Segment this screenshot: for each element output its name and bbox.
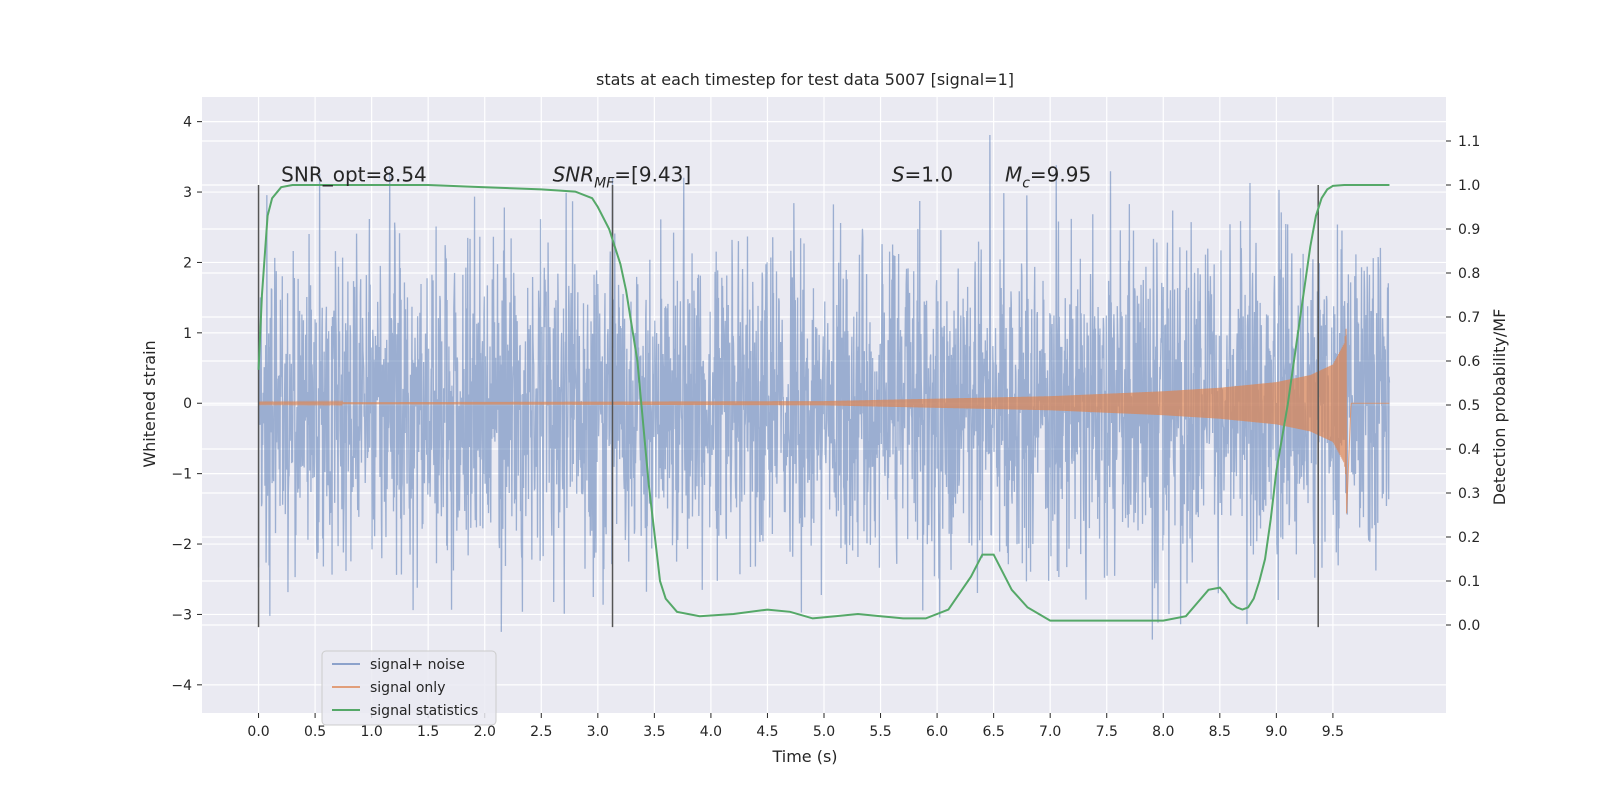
y-tick-label-right: 0.1 (1458, 574, 1480, 590)
y-tick-label-right: 0.2 (1458, 530, 1480, 546)
y-tick-label-right: 0.3 (1458, 486, 1480, 502)
legend: signal+ noise signal only signal statistic… (321, 650, 497, 726)
y-tick-label-left: 4 (183, 115, 192, 131)
stats-line (257, 184, 1390, 622)
vertical-markers (257, 185, 1319, 628)
annotation-main: M (1005, 162, 1022, 186)
x-tick-label: 1.5 (417, 724, 439, 740)
x-tick-label: 7.5 (1096, 724, 1118, 740)
y-tick-label-right: 0.4 (1458, 442, 1480, 458)
x-tick-label: 6.5 (983, 724, 1005, 740)
x-tick-label: 7.0 (1039, 724, 1061, 740)
annotation: S=1.0 (892, 162, 953, 186)
y-tick-label-left: −2 (171, 537, 192, 553)
noise-line (257, 135, 1391, 640)
axis-ticks: 0.0 0.5 1.0 1.5 2.0 2.5 3.0 3.5 4.0 4.5 5.0 5.5 6.0 6… (171, 115, 1480, 740)
y-tick-label-left: 0 (183, 396, 192, 412)
y-tick-label-right: 0.8 (1458, 266, 1480, 282)
x-tick-label: 2.0 (474, 724, 496, 740)
x-tick-label: 0.0 (247, 724, 269, 740)
annotation-suffix: =1.0 (905, 162, 954, 186)
series-signal-only (258, 328, 1390, 514)
y-tick-label-left: −4 (171, 678, 192, 694)
x-tick-label: 9.5 (1322, 724, 1344, 740)
y-tick-label-left: −3 (171, 607, 192, 623)
y-tick-label-right: 0.7 (1458, 310, 1480, 326)
y-tick-label-right: 0.0 (1458, 618, 1480, 634)
y-tick-label-right: 0.9 (1458, 222, 1480, 238)
x-tick-label: 0.5 (304, 724, 326, 740)
annotation: SNRMF=[9.43] (553, 162, 692, 191)
annotation-sub: c (1022, 175, 1030, 191)
x-tick-label: 4.0 (700, 724, 722, 740)
x-tick-label: 3.5 (643, 724, 665, 740)
annotation: Mc=9.95 (1005, 162, 1091, 191)
y-tick-label-right: 0.5 (1458, 398, 1480, 414)
legend-label: signal statistics (370, 703, 478, 719)
annotation-main: SNR (553, 162, 595, 186)
y-tick-label-left: 2 (183, 255, 192, 271)
series-signal-plus-noise (257, 135, 1391, 640)
x-tick-label: 5.5 (869, 724, 891, 740)
chart-title: stats at each timestep for test data 500… (596, 70, 1014, 89)
x-tick-label: 4.5 (756, 724, 778, 740)
annotation-sub: MF (594, 175, 615, 191)
x-axis-label: Time (s) (771, 747, 837, 766)
x-tick-label: 3.0 (587, 724, 609, 740)
y-axis-label-right: Detection probability/MF (1490, 309, 1509, 506)
x-tick-label: 2.5 (530, 724, 552, 740)
y-axis-label-left: Whitened strain (140, 340, 159, 467)
y-tick-label-right: 0.6 (1458, 354, 1480, 370)
signal-line (258, 328, 1390, 514)
x-tick-label: 8.0 (1152, 724, 1174, 740)
legend-label: signal+ noise (370, 657, 465, 673)
y-tick-label-left: 1 (183, 326, 192, 342)
legend-label: signal only (370, 680, 445, 696)
y-tick-label-left: 3 (183, 185, 192, 201)
annotation-main: S (892, 162, 905, 186)
annotation-main: SNR_opt=8.54 (281, 162, 427, 186)
x-tick-label: 5.0 (813, 724, 835, 740)
y-tick-label-left: −1 (171, 467, 192, 483)
annotations: SNR_opt=8.54 SNRMF=[9.43] S=1.0 Mc=9.95 (281, 162, 1091, 191)
x-tick-label: 8.5 (1209, 724, 1231, 740)
annotation-suffix: =9.95 (1030, 162, 1091, 186)
series-signal-statistics (257, 184, 1390, 622)
y-tick-label-right: 1.0 (1458, 178, 1480, 194)
annotation-suffix: =[9.43] (614, 162, 691, 186)
x-tick-label: 6.0 (926, 724, 948, 740)
x-tick-label: 1.0 (361, 724, 383, 740)
x-tick-label: 9.0 (1265, 724, 1287, 740)
annotation: SNR_opt=8.54 (281, 162, 427, 186)
y-tick-label-right: 1.1 (1458, 134, 1480, 150)
legend-box (321, 650, 497, 726)
